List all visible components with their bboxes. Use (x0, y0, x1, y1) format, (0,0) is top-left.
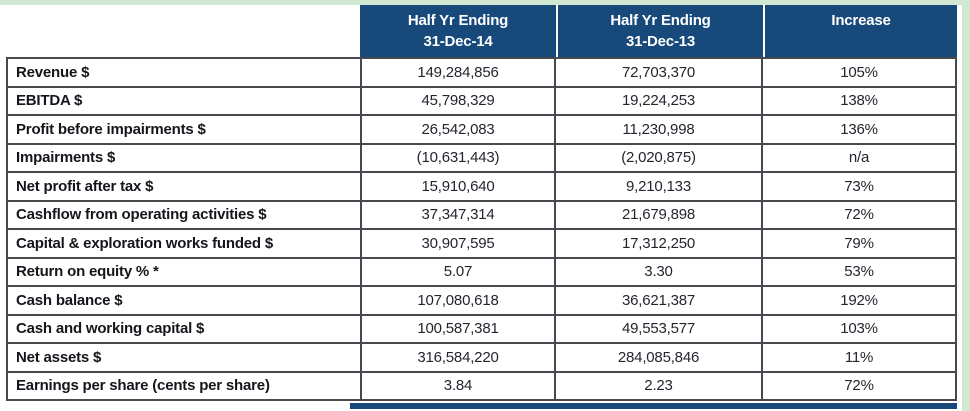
table-body: Revenue $ 149,284,856 72,703,370 105% EB… (6, 57, 957, 401)
cell-increase: 72% (763, 201, 955, 228)
header-col-half-yr-2014: Half Yr Ending 31-Dec-14 (360, 5, 556, 57)
cell-hy2014: 15,910,640 (362, 173, 554, 200)
cell-increase: 192% (763, 287, 955, 314)
row-label: Net assets $ (8, 344, 360, 371)
header-line1: Increase (831, 12, 891, 29)
header-col-increase: Increase (765, 5, 957, 57)
cell-hy2014: 316,584,220 (362, 344, 554, 371)
row-label: Revenue $ (8, 59, 360, 86)
cell-increase: 11% (763, 344, 955, 371)
cell-hy2014: 37,347,314 (362, 201, 554, 228)
header-line2: 31-Dec-13 (625, 33, 696, 50)
row-label: Cashflow from operating activities $ (8, 201, 360, 228)
cell-hy2013: 284,085,846 (556, 344, 761, 371)
cell-hy2013: 72,703,370 (556, 59, 761, 86)
row-label: Earnings per share (cents per share) (8, 372, 360, 399)
cell-increase: n/a (763, 144, 955, 171)
row-label: Net profit after tax $ (8, 173, 360, 200)
cell-hy2014: 3.84 (362, 372, 554, 399)
row-label: Impairments $ (8, 144, 360, 171)
financial-results-table: Half Yr Ending 31-Dec-14 Half Yr Ending … (6, 5, 957, 401)
cell-increase: 72% (763, 372, 955, 399)
cell-increase: 53% (763, 258, 955, 285)
cell-increase: 73% (763, 173, 955, 200)
cell-hy2014: 107,080,618 (362, 287, 554, 314)
page-border-right (962, 0, 970, 411)
header-col-half-yr-2013: Half Yr Ending 31-Dec-13 (558, 5, 763, 57)
cell-hy2013: 19,224,253 (556, 87, 761, 114)
header-line1: Half Yr Ending (610, 12, 711, 29)
cell-hy2013: 9,210,133 (556, 173, 761, 200)
cell-hy2014: 5.07 (362, 258, 554, 285)
row-label: Capital & exploration works funded $ (8, 230, 360, 257)
cell-hy2013: 21,679,898 (556, 201, 761, 228)
cell-increase: 103% (763, 315, 955, 342)
cell-increase: 105% (763, 59, 955, 86)
cell-hy2013: 3.30 (556, 258, 761, 285)
page-border-top (0, 0, 970, 5)
cell-increase: 138% (763, 87, 955, 114)
cell-increase: 136% (763, 116, 955, 143)
cell-hy2014: 26,542,083 (362, 116, 554, 143)
cell-hy2013: 17,312,250 (556, 230, 761, 257)
cell-hy2013: 2.23 (556, 372, 761, 399)
header-line2: 31-Dec-14 (423, 33, 493, 50)
cell-hy2014: 149,284,856 (362, 59, 554, 86)
row-label: Cash balance $ (8, 287, 360, 314)
cell-hy2014: 30,907,595 (362, 230, 554, 257)
cell-hy2014: (10,631,443) (362, 144, 554, 171)
cell-hy2014: 100,587,381 (362, 315, 554, 342)
table-bottom-accent-bar (350, 403, 957, 409)
row-label: Profit before impairments $ (8, 116, 360, 143)
cell-hy2013: 36,621,387 (556, 287, 761, 314)
header-line1: Half Yr Ending (407, 12, 509, 29)
table-header-row: Half Yr Ending 31-Dec-14 Half Yr Ending … (360, 5, 957, 57)
cell-hy2014: 45,798,329 (362, 87, 554, 114)
row-label: Cash and working capital $ (8, 315, 360, 342)
cell-hy2013: (2,020,875) (556, 144, 761, 171)
row-label: EBITDA $ (8, 87, 360, 114)
cell-increase: 79% (763, 230, 955, 257)
cell-hy2013: 11,230,998 (556, 116, 761, 143)
cell-hy2013: 49,553,577 (556, 315, 761, 342)
row-label: Return on equity % * (8, 258, 360, 285)
